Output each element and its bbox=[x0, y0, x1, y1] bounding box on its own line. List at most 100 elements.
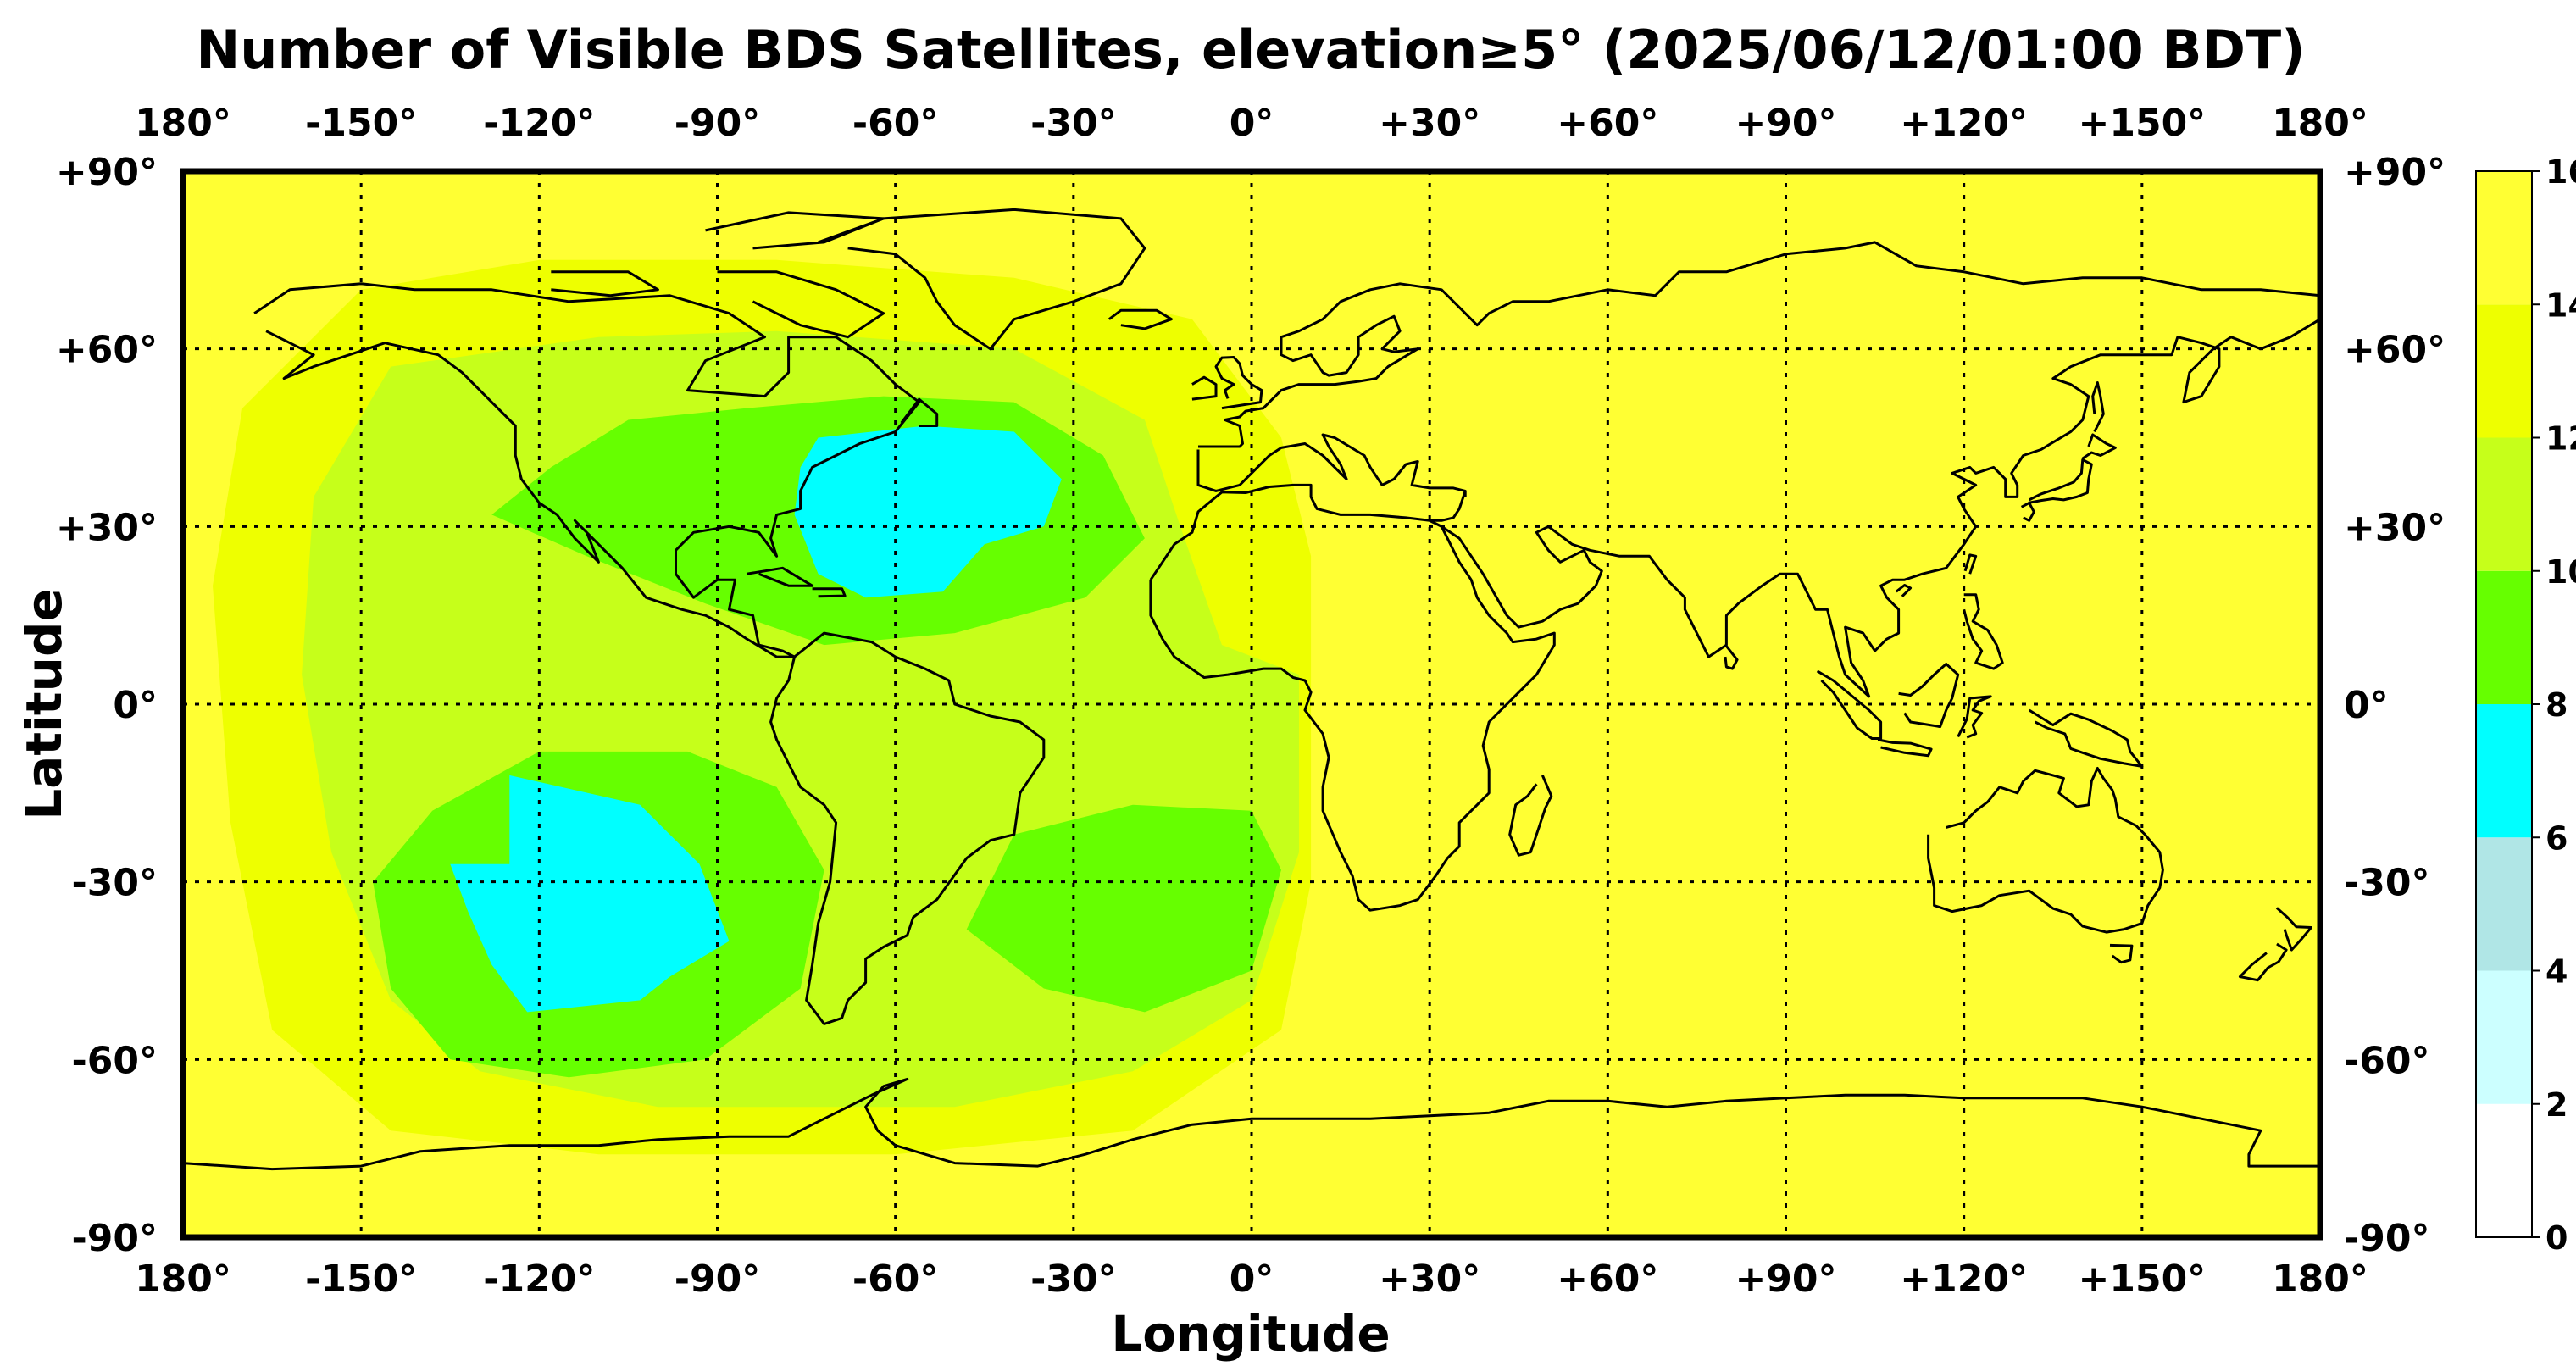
coastline-new-zealand-south bbox=[2238, 942, 2288, 982]
lon-tick-label-bottom: -30° bbox=[1030, 1258, 1117, 1301]
lat-tick-label-left: +90° bbox=[56, 151, 158, 194]
coastline-sakhalin bbox=[2091, 381, 2105, 433]
coastline-eurasia bbox=[1196, 241, 2320, 698]
coastline-philippines bbox=[1963, 593, 2004, 670]
lon-tick-label-top: +90° bbox=[1735, 102, 1836, 145]
lat-tick-label-left: -90° bbox=[72, 1217, 158, 1260]
lon-tick-label-bottom: +90° bbox=[1735, 1258, 1836, 1301]
colorbar-tick-label: 4 bbox=[2545, 953, 2568, 991]
colorbar-tick-label: 6 bbox=[2545, 819, 2568, 857]
coastline-hispaniola bbox=[812, 587, 847, 598]
visibility-field bbox=[183, 171, 2320, 1237]
coastline-borneo bbox=[1898, 663, 1960, 729]
colorbar-tick-label: 16 bbox=[2545, 153, 2576, 191]
lon-tick-label-bottom: -120° bbox=[483, 1258, 595, 1301]
lon-tick-label-top: -60° bbox=[852, 102, 939, 145]
lon-tick-label-bottom: 180° bbox=[2272, 1258, 2368, 1301]
colorbar-segment bbox=[2476, 1103, 2532, 1237]
lon-tick-label-top: +120° bbox=[1900, 102, 2028, 145]
colorbar-segment bbox=[2476, 837, 2532, 971]
lon-tick-label-bottom: +60° bbox=[1557, 1258, 1658, 1301]
coastline-greenland bbox=[818, 208, 1146, 351]
coastline-africa bbox=[1149, 483, 1556, 912]
colorbar: 0 2 4 6 8 10 12 14 16 bbox=[2475, 153, 2576, 1257]
coastline-south-america bbox=[769, 631, 1046, 1025]
lat-tick-label-right: -60° bbox=[2344, 1039, 2430, 1082]
colorbar-tick-label: 10 bbox=[2545, 553, 2576, 591]
coastline-madagascar bbox=[1508, 775, 1553, 857]
lon-tick-label-top: 0° bbox=[1230, 102, 1274, 145]
lon-tick-label-bottom: 180° bbox=[135, 1258, 231, 1301]
colorbar-segment bbox=[2476, 171, 2532, 305]
lon-tick-label-bottom: +150° bbox=[2078, 1258, 2206, 1301]
colorbar-segment bbox=[2476, 704, 2532, 838]
coastline-antarctica bbox=[183, 1077, 2320, 1171]
y-axis-label: Latitude bbox=[15, 588, 73, 820]
colorbar-tick-label: 2 bbox=[2545, 1086, 2568, 1124]
lon-tick-label-top: 180° bbox=[2272, 102, 2368, 145]
longitude-tick-labels-bottom: 180° -150° -120° -90° -60° -30° 0° +30° +60° +90°… bbox=[135, 1258, 2368, 1301]
lon-tick-label-top: -30° bbox=[1030, 102, 1117, 145]
coastline-ellesmere-island bbox=[705, 211, 886, 250]
latitude-tick-labels-left: +90° +60° +30° 0° -30° -60° -90° bbox=[56, 151, 158, 1260]
map-title: Number of Visible BDS Satellites, elevat… bbox=[196, 19, 2305, 81]
lat-tick-label-right: +90° bbox=[2344, 151, 2446, 194]
south-atlantic-patch bbox=[966, 804, 1281, 1013]
south-pacific-low bbox=[450, 775, 730, 1013]
lon-tick-label-bottom: -60° bbox=[852, 1258, 939, 1301]
coastline-sri-lanka bbox=[1724, 645, 1739, 670]
colorbar-tick-label: 0 bbox=[2545, 1219, 2568, 1257]
coastline-victoria-island bbox=[551, 270, 659, 297]
coastline-sulawesi bbox=[1957, 695, 1992, 739]
colorbar-segment bbox=[2476, 437, 2532, 571]
lon-tick-label-bottom: -90° bbox=[675, 1258, 761, 1301]
lat-tick-label-right: -90° bbox=[2344, 1217, 2430, 1260]
lat-tick-label-right: +60° bbox=[2344, 329, 2446, 372]
lon-tick-label-top: -120° bbox=[483, 102, 595, 145]
coastline-taiwan bbox=[1963, 553, 1978, 575]
coastline-japan-hokkaido bbox=[2081, 433, 2117, 460]
colorbar-tick-label: 14 bbox=[2545, 286, 2576, 324]
colorbar-segment bbox=[2476, 970, 2532, 1104]
coastline-ireland bbox=[1191, 375, 1218, 401]
lat-tick-label-left: +60° bbox=[56, 329, 158, 372]
longitude-tick-labels-top: 180° -150° -120° -90° -60° -30° 0° +30° +60° +90°… bbox=[135, 102, 2368, 145]
lat-tick-label-left: -60° bbox=[72, 1039, 158, 1082]
lon-tick-label-top: -90° bbox=[675, 102, 761, 145]
colorbar-segment bbox=[2476, 304, 2532, 438]
coastline-baffin-island bbox=[717, 270, 886, 339]
coastlines bbox=[183, 208, 2320, 1171]
lat-tick-label-right: 0° bbox=[2344, 684, 2389, 727]
lat-tick-label-left: 0° bbox=[113, 684, 158, 727]
coastline-great-britain bbox=[1214, 356, 1263, 410]
lon-tick-label-top: -150° bbox=[305, 102, 417, 145]
lon-tick-label-top: 180° bbox=[135, 102, 231, 145]
coastline-north-america bbox=[253, 282, 921, 658]
lat-tick-label-right: -30° bbox=[2344, 862, 2430, 905]
coastline-sumatra bbox=[1816, 669, 1883, 740]
colorbar-tick-label: 8 bbox=[2545, 686, 2568, 724]
lon-tick-label-top: +30° bbox=[1379, 102, 1480, 145]
coastline-newfoundland bbox=[900, 397, 939, 427]
lon-tick-label-bottom: +30° bbox=[1379, 1258, 1480, 1301]
lon-tick-label-bottom: -150° bbox=[305, 1258, 417, 1301]
lon-tick-label-bottom: +120° bbox=[1900, 1258, 2028, 1301]
lat-tick-label-right: +30° bbox=[2344, 506, 2446, 549]
lon-tick-label-top: +60° bbox=[1557, 102, 1658, 145]
coastline-cuba bbox=[747, 566, 814, 587]
coastline-iceland bbox=[1108, 308, 1173, 330]
coastline-tasmania bbox=[2109, 943, 2134, 964]
latitude-tick-labels-right: +90° +60° +30° 0° -30° -60° -90° bbox=[2344, 151, 2446, 1260]
colorbar-segment bbox=[2476, 570, 2532, 704]
map-frame bbox=[180, 168, 2323, 1241]
north-atlantic-low bbox=[794, 425, 1062, 598]
coastline-new-zealand-north bbox=[2275, 907, 2312, 952]
map-area bbox=[183, 171, 2320, 1237]
coastline-australia bbox=[1927, 767, 2164, 934]
colorbar-tick-label: 12 bbox=[2545, 420, 2576, 458]
lat-tick-label-left: -30° bbox=[72, 862, 158, 905]
coastline-hainan bbox=[1895, 584, 1913, 597]
coastline-japan-kyushu bbox=[2020, 501, 2035, 522]
coastline-java bbox=[1877, 738, 1933, 758]
